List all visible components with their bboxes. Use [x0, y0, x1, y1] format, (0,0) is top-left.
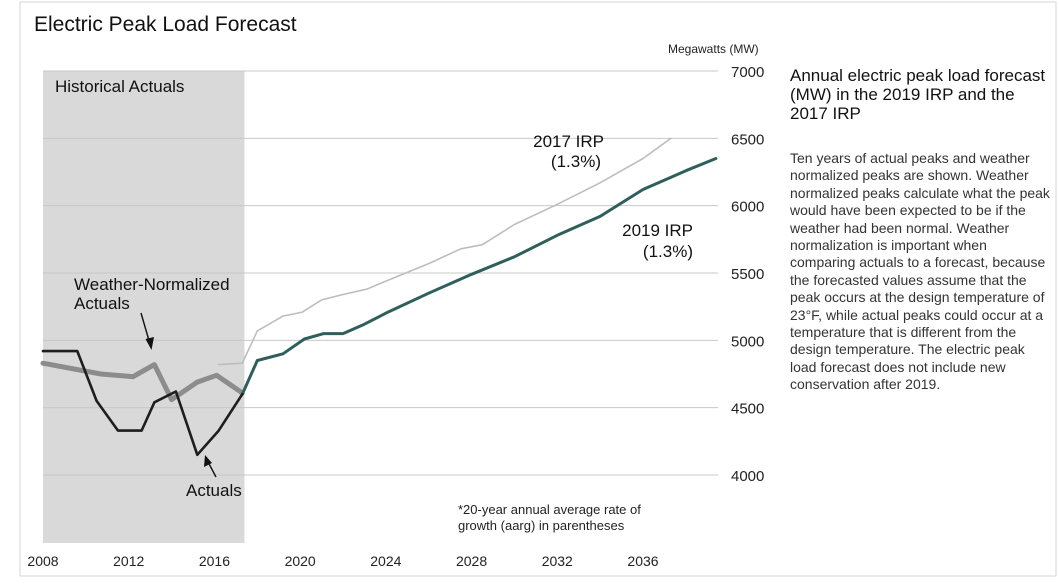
historical-region [43, 71, 245, 543]
annotation-arrowhead-weather-normalized [145, 337, 154, 350]
y-tick-label: 5500 [731, 266, 764, 283]
series-label-2017-irp-aarg: (1.3%) [551, 152, 601, 171]
y-axis-label: Megawatts (MW) [668, 42, 759, 56]
series-line-2017-irp [217, 137, 672, 366]
chart-title: Electric Peak Load Forecast [34, 13, 297, 36]
series-line-weather-normalized-actuals [40, 360, 245, 403]
annotation-arrowhead-actuals [204, 455, 212, 467]
x-tick-label: 2016 [199, 553, 230, 569]
x-tick-label: 2012 [113, 553, 144, 569]
series-label-2017-irp: 2017 IRP [533, 132, 604, 151]
y-tick-label: 6500 [731, 131, 764, 148]
x-tick-label: 2024 [370, 553, 401, 569]
y-tick-label: 4500 [731, 401, 764, 418]
y-tick-label: 5000 [731, 333, 764, 350]
y-tick-label: 4000 [731, 468, 764, 485]
annotation-weather-normalized: Weather-Normalized [74, 275, 230, 294]
chart-frame [19, 1, 1057, 577]
annotation-actuals: Actuals [186, 481, 242, 500]
x-tick-label: 2020 [285, 553, 316, 569]
footnote-line-1: *20-year annual average rate of [458, 502, 641, 517]
series-line-2019-irp [240, 157, 718, 396]
sidebar-title: Annual electric peak load forecast (MW) … [790, 66, 1046, 123]
y-tick-label: 6000 [731, 199, 764, 216]
x-tick-label: 2036 [627, 553, 658, 569]
annotation-weather-normalized-line2: Actuals [74, 294, 130, 313]
x-tick-label: 2032 [542, 553, 573, 569]
x-tick-label: 2028 [456, 553, 487, 569]
series-label-2019-irp-aarg: (1.3%) [643, 242, 693, 261]
historical-region-label: Historical Actuals [55, 77, 184, 96]
series-label-2019-irp: 2019 IRP [622, 221, 693, 240]
x-tick-label: 2008 [27, 553, 58, 569]
footnote-line-2: growth (aarg) in parentheses [458, 518, 625, 533]
y-tick-label: 7000 [731, 64, 764, 81]
sidebar-description: Ten years of actual peaks and weather no… [790, 150, 1050, 393]
series-line-actuals [41, 349, 244, 457]
